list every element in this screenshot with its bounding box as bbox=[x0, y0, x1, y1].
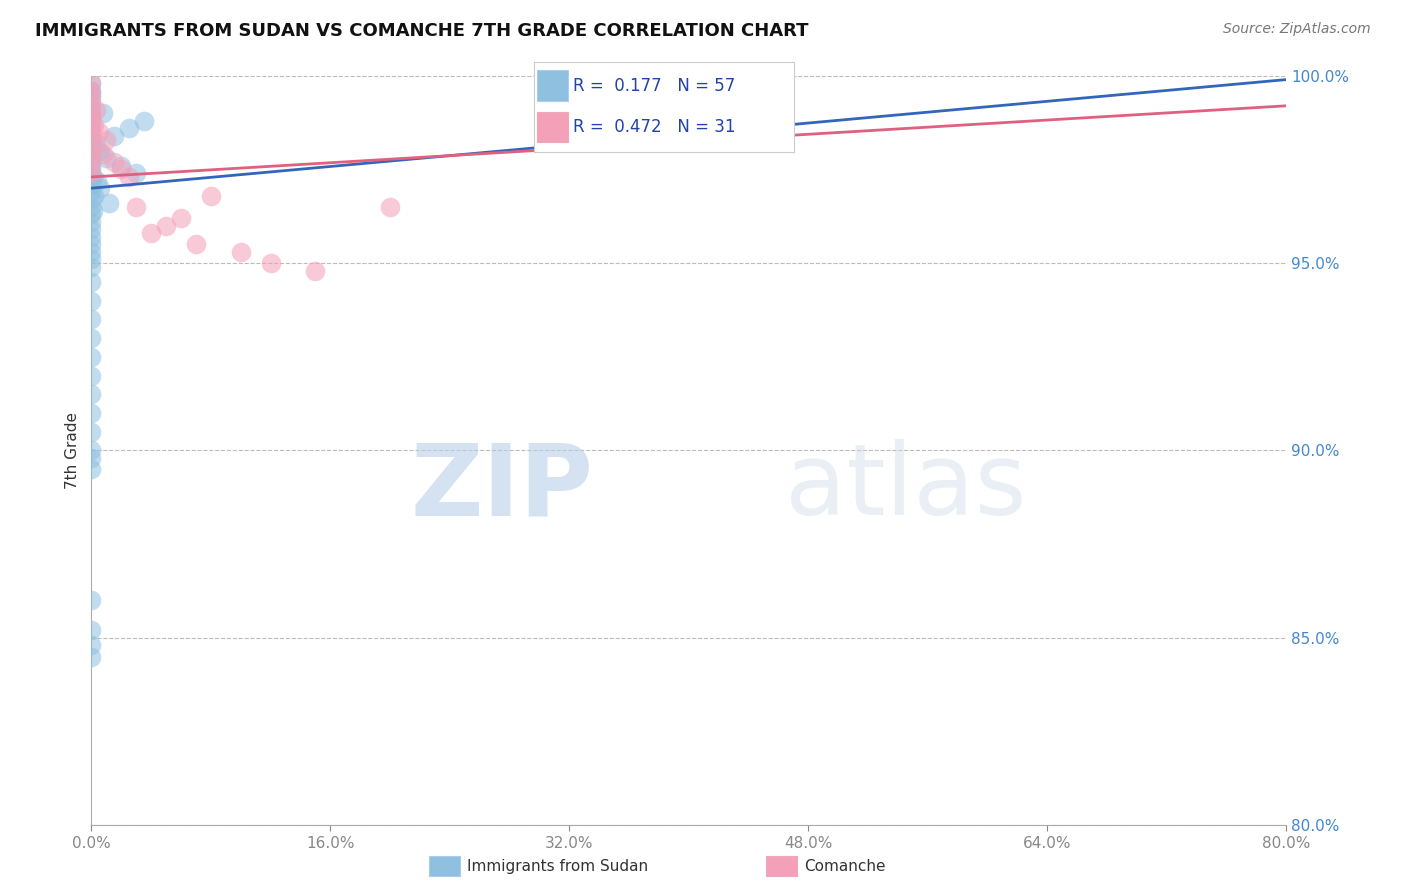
Point bbox=[93, 106, 115, 120]
Point bbox=[80, 147, 103, 161]
Point bbox=[118, 169, 141, 184]
Point bbox=[80, 425, 103, 439]
Point bbox=[80, 113, 103, 128]
Point bbox=[80, 91, 103, 105]
Text: atlas: atlas bbox=[785, 440, 1026, 536]
Point bbox=[80, 151, 103, 165]
Point bbox=[93, 147, 115, 161]
Point bbox=[80, 462, 103, 476]
Point bbox=[83, 118, 105, 132]
Point bbox=[80, 136, 103, 151]
Point bbox=[110, 162, 132, 177]
Point bbox=[80, 110, 103, 124]
Point bbox=[103, 128, 125, 143]
Point bbox=[80, 252, 103, 267]
Point bbox=[80, 406, 103, 420]
Point bbox=[86, 174, 108, 188]
Text: ZIP: ZIP bbox=[411, 440, 593, 536]
Point bbox=[80, 260, 103, 274]
Point bbox=[80, 140, 103, 154]
Text: IMMIGRANTS FROM SUDAN VS COMANCHE 7TH GRADE CORRELATION CHART: IMMIGRANTS FROM SUDAN VS COMANCHE 7TH GR… bbox=[35, 22, 808, 40]
Point bbox=[80, 76, 103, 90]
Point bbox=[80, 237, 103, 252]
Point bbox=[80, 350, 103, 364]
Point bbox=[82, 169, 104, 184]
Point bbox=[80, 84, 103, 98]
Point bbox=[80, 222, 103, 236]
Point bbox=[80, 638, 103, 652]
FancyBboxPatch shape bbox=[537, 112, 568, 142]
Point bbox=[80, 128, 103, 143]
Point bbox=[80, 593, 103, 607]
Point bbox=[125, 166, 148, 180]
Point bbox=[82, 203, 104, 218]
Point bbox=[80, 193, 103, 207]
Point bbox=[80, 155, 103, 169]
Point bbox=[80, 87, 103, 102]
Point bbox=[80, 178, 103, 192]
Point bbox=[170, 211, 193, 226]
Point bbox=[229, 244, 252, 259]
Point bbox=[80, 132, 103, 146]
Point bbox=[80, 103, 103, 117]
Point bbox=[80, 312, 103, 326]
Point bbox=[80, 159, 103, 173]
Point bbox=[80, 76, 103, 90]
Point bbox=[304, 263, 326, 277]
Point bbox=[80, 125, 103, 139]
Point bbox=[80, 95, 103, 109]
Point bbox=[80, 169, 103, 184]
Point bbox=[110, 159, 132, 173]
Text: Source: ZipAtlas.com: Source: ZipAtlas.com bbox=[1223, 22, 1371, 37]
Point bbox=[80, 207, 103, 221]
Point bbox=[80, 450, 103, 465]
Point bbox=[259, 256, 281, 270]
Point bbox=[89, 181, 111, 195]
Point bbox=[80, 649, 103, 664]
Point bbox=[84, 103, 107, 117]
Point bbox=[80, 144, 103, 158]
Point bbox=[80, 185, 103, 199]
Text: Comanche: Comanche bbox=[804, 859, 886, 873]
Point bbox=[98, 196, 121, 211]
Point bbox=[80, 84, 103, 98]
Point bbox=[80, 368, 103, 383]
Point bbox=[378, 200, 402, 214]
Point bbox=[80, 230, 103, 244]
Point bbox=[80, 624, 103, 638]
Point bbox=[125, 200, 148, 214]
Point bbox=[80, 121, 103, 136]
Point bbox=[87, 125, 110, 139]
Point bbox=[80, 331, 103, 345]
Text: R =  0.177   N = 57: R = 0.177 N = 57 bbox=[574, 77, 735, 95]
Text: Immigrants from Sudan: Immigrants from Sudan bbox=[467, 859, 648, 873]
Point bbox=[80, 166, 103, 180]
Point bbox=[103, 155, 125, 169]
FancyBboxPatch shape bbox=[537, 70, 568, 101]
Point bbox=[80, 443, 103, 458]
Y-axis label: 7th Grade: 7th Grade bbox=[65, 412, 80, 489]
Point bbox=[83, 188, 105, 202]
Point bbox=[80, 118, 103, 132]
Point bbox=[184, 237, 207, 252]
Point bbox=[80, 106, 103, 120]
Point bbox=[80, 99, 103, 113]
Point bbox=[80, 244, 103, 259]
Point bbox=[87, 144, 110, 158]
Point bbox=[96, 151, 118, 165]
Point bbox=[80, 200, 103, 214]
Point bbox=[80, 162, 103, 177]
Point bbox=[141, 226, 162, 240]
Point bbox=[80, 275, 103, 289]
Point bbox=[200, 188, 222, 202]
Text: R =  0.472   N = 31: R = 0.472 N = 31 bbox=[574, 118, 735, 136]
Point bbox=[84, 136, 107, 151]
Point bbox=[80, 293, 103, 308]
Point bbox=[118, 121, 141, 136]
Point bbox=[80, 387, 103, 401]
Point bbox=[80, 215, 103, 229]
Point bbox=[96, 132, 118, 146]
Point bbox=[155, 219, 177, 233]
Point bbox=[132, 113, 155, 128]
